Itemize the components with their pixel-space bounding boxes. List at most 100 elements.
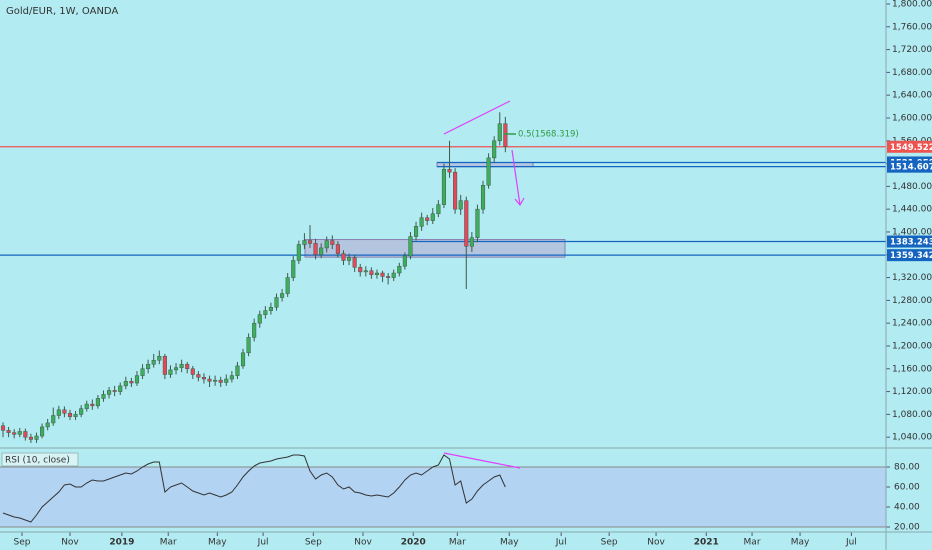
y-tick-label: 1,400.000 xyxy=(892,227,932,237)
candle-body xyxy=(107,390,112,395)
candle-body xyxy=(34,435,39,440)
candle-body xyxy=(40,426,45,437)
y-tick-label: 1,600.000 xyxy=(892,113,932,123)
candle-body xyxy=(23,431,28,438)
candle-body xyxy=(391,272,396,278)
y-tick-label: 80.00 xyxy=(894,463,920,473)
candle-body xyxy=(291,260,296,278)
candle-body xyxy=(380,272,385,277)
x-tick-label: Mar xyxy=(449,538,466,548)
x-tick-label: 2019 xyxy=(109,538,134,548)
candle-body xyxy=(201,377,206,380)
candle-body xyxy=(363,270,368,273)
x-tick-label: May xyxy=(791,538,810,548)
zone xyxy=(304,239,566,258)
candle-body xyxy=(503,123,508,147)
candle-body xyxy=(235,365,240,376)
candle-body xyxy=(101,394,106,399)
y-tick-label: 1,640.000 xyxy=(892,91,932,101)
candle-body xyxy=(341,253,346,261)
y-tick-label: 1,080.000 xyxy=(892,410,932,420)
candle-body xyxy=(240,352,246,367)
candle-body xyxy=(374,272,380,275)
candle-body xyxy=(352,257,357,268)
candle-body xyxy=(6,430,11,433)
candle-body xyxy=(67,412,73,417)
x-tick-label: 2020 xyxy=(401,538,426,548)
y-tick-label: 40.00 xyxy=(894,503,920,513)
candle-body xyxy=(95,398,100,407)
candle-body xyxy=(118,385,123,392)
candle-body xyxy=(263,310,268,315)
price-tag-label: 1359.342 xyxy=(890,251,932,261)
candle-body xyxy=(419,217,424,227)
candle-body xyxy=(207,378,212,382)
x-tick-label: Jul xyxy=(257,538,269,548)
y-tick-label: 1,440.000 xyxy=(892,205,932,215)
x-tick-label: 2021 xyxy=(694,538,719,548)
chart-title: Gold/EUR, 1W, OANDA xyxy=(6,6,118,17)
candle-body xyxy=(129,381,134,384)
candle-body xyxy=(123,381,128,387)
candle-body xyxy=(453,171,458,210)
candle-body xyxy=(458,200,463,210)
rsi-line xyxy=(2,454,506,523)
y-tick-label: 1,280.000 xyxy=(892,296,932,306)
candle-body xyxy=(218,379,223,383)
candle-body xyxy=(307,240,313,244)
x-tick-label: May xyxy=(500,538,519,548)
trend-line xyxy=(443,100,511,135)
candle-body xyxy=(268,306,273,311)
rsi-trend-line xyxy=(443,452,521,469)
candle-body xyxy=(151,359,156,365)
candle-body xyxy=(296,244,301,261)
y-tick-label: 1,480.000 xyxy=(892,182,932,192)
candle-body xyxy=(168,369,173,375)
candle-body xyxy=(347,257,352,261)
candle-body xyxy=(280,293,285,298)
candle-body xyxy=(90,403,95,407)
x-tick-label: Mar xyxy=(160,538,177,548)
candle-body xyxy=(252,322,257,338)
rsi-band xyxy=(0,467,886,527)
candle-body xyxy=(12,432,17,435)
candle-body xyxy=(313,243,318,256)
candle-body xyxy=(134,375,140,384)
candle-body xyxy=(402,255,407,267)
candle-body xyxy=(324,240,329,249)
candle-body xyxy=(497,123,502,142)
candle-body xyxy=(430,213,435,221)
candle-body xyxy=(425,217,430,221)
x-tick-label: Sep xyxy=(305,538,322,548)
candle-body xyxy=(257,314,262,324)
zone xyxy=(436,161,534,168)
price-tag xyxy=(887,249,932,262)
candle-body xyxy=(285,277,290,294)
candle-body xyxy=(213,379,218,382)
candle-body xyxy=(0,425,6,431)
candle-body xyxy=(408,236,413,257)
rsi-title: RSI (10, close) xyxy=(5,456,70,466)
candle-body xyxy=(45,422,50,428)
candle-body xyxy=(162,355,167,375)
candle-body xyxy=(397,265,402,274)
candle-body xyxy=(302,240,307,245)
candle-body xyxy=(190,368,195,375)
y-tick-label: 1,120.000 xyxy=(892,387,932,397)
y-tick-label: 1,720.000 xyxy=(892,45,932,55)
candle-body xyxy=(196,374,201,378)
arrow-line xyxy=(511,149,521,206)
price-tag-label: 1514.607 xyxy=(890,163,932,173)
candle-body xyxy=(146,363,151,370)
x-tick-label: Sep xyxy=(601,538,618,548)
y-tick-label: 1,760.000 xyxy=(892,22,932,32)
x-tick-label: Jul xyxy=(555,538,567,548)
candle-body xyxy=(51,415,56,424)
candle-body xyxy=(335,244,340,254)
candle-body xyxy=(185,363,190,370)
candle-body xyxy=(319,247,324,256)
price-tag xyxy=(887,160,932,173)
